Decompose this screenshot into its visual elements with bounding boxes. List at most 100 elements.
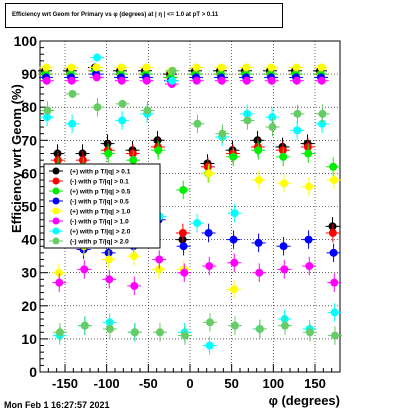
y-tick-label: 20: [21, 298, 37, 314]
timestamp: Mon Feb 1 16:27:57 2021: [4, 400, 110, 410]
data-point: [68, 119, 77, 128]
data-point: [92, 63, 101, 72]
legend-label: (+) with p T/|q| > 0.1: [70, 169, 131, 176]
data-point: [280, 265, 289, 274]
data-point: [105, 324, 114, 333]
data-point: [279, 152, 288, 161]
x-tick-label: 100: [262, 376, 284, 391]
data-point: [192, 76, 201, 85]
data-point: [329, 248, 338, 257]
data-point: [330, 331, 339, 340]
data-point: [268, 123, 277, 132]
data-point: [279, 179, 288, 188]
data-point: [80, 321, 89, 330]
data-point: [142, 63, 151, 72]
x-axis-label: φ (degrees): [269, 393, 340, 408]
data-point: [318, 119, 327, 128]
data-point: [242, 63, 251, 72]
legend: (+) with p T/|q| > 0.1 (-) with p T/|q| >…: [43, 163, 161, 249]
data-point: [330, 278, 339, 287]
data-point: [230, 258, 239, 267]
data-point: [92, 73, 101, 82]
data-point: [205, 262, 214, 271]
data-point: [67, 63, 76, 72]
data-point: [179, 242, 188, 251]
data-point: [293, 126, 302, 135]
data-point: [118, 116, 127, 125]
series-8: [40, 66, 342, 345]
data-point: [243, 116, 252, 125]
x-tick-label: 50: [224, 376, 238, 391]
data-point: [168, 66, 177, 75]
y-axis-label: Efficiency wrt Geom (%): [9, 84, 24, 233]
data-point: [254, 238, 263, 247]
data-point: [305, 328, 314, 337]
data-point: [68, 89, 77, 98]
legend-label: (-) with p T/|q| > 1.0: [70, 219, 129, 226]
data-point: [117, 63, 126, 72]
data-point: [129, 252, 138, 261]
data-point: [204, 228, 213, 237]
y-tick-label: 50: [21, 199, 37, 215]
y-tick-label: 60: [21, 165, 37, 181]
data-point: [129, 156, 138, 165]
data-point: [242, 76, 251, 85]
data-point: [42, 76, 51, 85]
data-point: [292, 63, 301, 72]
data-point: [117, 76, 126, 85]
data-point: [304, 182, 313, 191]
axis-ticks: -150 -100 -50 0 50 100 150 0 10 20 30 40 50 60 70 80 90 1…: [14, 33, 333, 391]
data-point: [142, 76, 151, 85]
data-point: [317, 76, 326, 85]
data-point: [205, 318, 214, 327]
data-point: [205, 341, 214, 350]
y-tick-label: 0: [29, 364, 37, 380]
data-point: [130, 281, 139, 290]
data-point: [179, 185, 188, 194]
series-6: [39, 73, 342, 296]
legend-box: [43, 163, 161, 249]
data-point: [154, 265, 163, 274]
data-point: [180, 331, 189, 340]
data-point: [204, 169, 213, 178]
data-point: [93, 103, 102, 112]
legend-label: (-) with p T/|q| > 0.1: [70, 179, 129, 186]
y-tick-label: 40: [21, 232, 37, 248]
data-point: [292, 76, 301, 85]
data-point: [304, 149, 313, 158]
data-point: [229, 285, 238, 294]
data-point: [193, 119, 202, 128]
y-tick-label: 30: [21, 265, 37, 281]
y-tick-label: 80: [21, 99, 37, 115]
data-point: [217, 63, 226, 72]
y-tick-label: 90: [21, 66, 37, 82]
y-tick-label: 70: [21, 132, 37, 148]
x-tick-label: -100: [94, 376, 120, 391]
data-point: [105, 275, 114, 284]
data-point: [218, 129, 227, 138]
data-point: [80, 265, 89, 274]
data-point: [280, 321, 289, 330]
data-point: [279, 242, 288, 251]
data-point: [318, 109, 327, 118]
x-tick-label: 150: [304, 376, 326, 391]
data-point: [229, 235, 238, 244]
data-point: [317, 63, 326, 72]
data-point: [255, 268, 264, 277]
data-point: [229, 152, 238, 161]
data-point: [268, 113, 277, 122]
data-point: [143, 106, 152, 115]
data-point: [104, 255, 113, 264]
x-tick-label: 0: [186, 376, 193, 391]
data-point: [118, 99, 127, 108]
data-point: [180, 268, 189, 277]
data-point: [55, 278, 64, 287]
data-point: [178, 228, 187, 237]
data-point: [293, 109, 302, 118]
data-point: [304, 235, 313, 244]
legend-label: (-) with p T/|q| > 0.5: [70, 199, 129, 206]
y-tick-label: 10: [21, 331, 37, 347]
y-tick-label: 100: [14, 33, 38, 49]
data-point: [329, 176, 338, 185]
data-point: [43, 106, 52, 115]
